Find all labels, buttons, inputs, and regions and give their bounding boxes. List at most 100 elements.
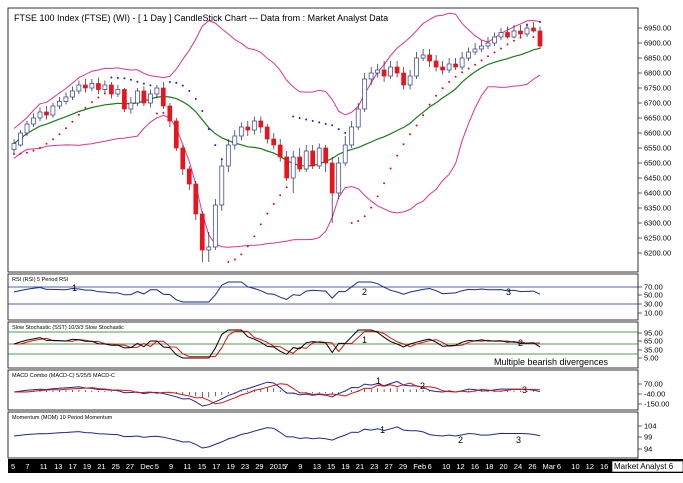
sar-dot bbox=[539, 21, 541, 23]
sar-dot bbox=[428, 103, 431, 106]
candle bbox=[212, 204, 218, 248]
rsi-annotation-1: 1 bbox=[72, 283, 77, 293]
sar-dot bbox=[246, 245, 249, 248]
price-series bbox=[11, 12, 543, 263]
axis-ticks: 6950.006900.006850.006800.006750.006700.… bbox=[11, 24, 671, 472]
momentum-annotation-1: 1 bbox=[380, 425, 385, 435]
chart-title: FTSE 100 Index (FTSE) (WI) - [ 1 Day ] C… bbox=[14, 13, 388, 23]
x-tick-label: 6 bbox=[428, 462, 432, 471]
sar-dot bbox=[58, 133, 61, 136]
macd-tick-label: -150.00 bbox=[644, 400, 669, 409]
candle bbox=[232, 135, 238, 146]
x-tick-label: 17 bbox=[69, 462, 77, 471]
x-tick-label: 12 bbox=[456, 462, 464, 471]
sar-dot bbox=[26, 151, 28, 154]
candle bbox=[459, 57, 465, 68]
sar-dot bbox=[454, 75, 457, 78]
sar-dot bbox=[266, 212, 269, 215]
candle bbox=[135, 90, 140, 104]
momentum-tick-label: 99 bbox=[644, 433, 652, 442]
candle bbox=[284, 156, 290, 179]
x-tick-label: 9 bbox=[169, 462, 173, 471]
x-tick-label: 5 bbox=[155, 462, 159, 471]
sar-dot bbox=[233, 258, 236, 261]
candle bbox=[180, 147, 186, 170]
x-tick-label: Dec bbox=[140, 462, 154, 471]
sar-dot bbox=[39, 146, 41, 149]
sar-dot bbox=[71, 120, 74, 123]
footer-text: Market Analyst 6 bbox=[614, 462, 674, 471]
sar-dot bbox=[402, 143, 405, 146]
candle bbox=[24, 123, 30, 134]
sar-dot bbox=[84, 106, 87, 109]
sar-dot bbox=[441, 87, 444, 90]
candle bbox=[31, 117, 36, 125]
x-tick-label: 23 bbox=[241, 462, 249, 471]
sar-dot bbox=[474, 63, 477, 66]
macd-label: MACD Combo (MACD-C) 5/25/5 MACD-C bbox=[12, 373, 115, 379]
rsi-line bbox=[13, 281, 541, 303]
sar-dot bbox=[331, 124, 334, 127]
candle bbox=[401, 72, 406, 86]
price-tick-label: 6300.00 bbox=[644, 219, 671, 228]
sar-dot bbox=[155, 112, 158, 115]
candle bbox=[524, 27, 530, 35]
candle bbox=[446, 63, 452, 71]
x-tick-label: 24 bbox=[514, 462, 522, 471]
stochastic-tick-label: 65.00 bbox=[644, 337, 663, 346]
x-axis-bar bbox=[8, 459, 683, 473]
sar-dot bbox=[292, 115, 295, 118]
rsi-label: RSI (RSI) 5 Period RSI bbox=[12, 277, 69, 283]
rsi-tick-label: 70.00 bbox=[644, 283, 663, 292]
sar-dot bbox=[487, 55, 489, 58]
price-tick-label: 6550.00 bbox=[644, 144, 671, 153]
x-tick-label: 7 bbox=[25, 462, 29, 471]
candle bbox=[336, 162, 342, 194]
x-tick-label: 29 bbox=[399, 462, 407, 471]
sar-dot bbox=[19, 152, 22, 155]
candle bbox=[225, 144, 231, 167]
x-tick-label: 13 bbox=[313, 462, 321, 471]
x-tick-label: 11 bbox=[40, 462, 48, 471]
sar-dot bbox=[493, 51, 496, 54]
sar-dot bbox=[97, 96, 100, 99]
candle bbox=[303, 150, 309, 170]
footer-box bbox=[611, 460, 683, 473]
sar-dot bbox=[272, 202, 275, 205]
sar-dot bbox=[435, 94, 438, 97]
sar-dot bbox=[149, 84, 152, 87]
x-tick-label: 15 bbox=[327, 462, 335, 471]
candle bbox=[453, 63, 458, 68]
x-tick-label: Feb bbox=[413, 462, 426, 471]
candle bbox=[362, 78, 368, 110]
macd-tick-label: 70.00 bbox=[644, 380, 663, 389]
x-tick-label: 16 bbox=[471, 462, 479, 471]
sar-dot bbox=[311, 120, 314, 122]
candle bbox=[277, 144, 283, 158]
candle bbox=[245, 126, 251, 131]
x-tick-label: 10 bbox=[442, 462, 450, 471]
sar-dot bbox=[461, 71, 464, 74]
sar-dot bbox=[409, 133, 412, 136]
candle bbox=[167, 105, 173, 122]
candle bbox=[76, 84, 82, 92]
sar-dot bbox=[103, 92, 106, 95]
x-tick-label: 2015 bbox=[270, 462, 287, 471]
sar-dot bbox=[65, 127, 67, 130]
x-tick-label: 18 bbox=[485, 462, 493, 471]
rsi-annotation-2: 2 bbox=[362, 287, 367, 297]
sar-dot bbox=[500, 47, 502, 50]
momentum-tick-label: 94 bbox=[644, 445, 652, 454]
momentum-tick-label: 104 bbox=[644, 422, 657, 431]
divergence-note: Multiple bearish divergences bbox=[494, 357, 609, 367]
x-tick-label: 20 bbox=[499, 462, 507, 471]
macd-annotation-3: 3 bbox=[522, 385, 527, 395]
sar-dot bbox=[181, 84, 184, 87]
candle bbox=[394, 66, 400, 74]
candle bbox=[427, 54, 432, 62]
sar-dot bbox=[90, 101, 93, 104]
rsi-annotation-3: 3 bbox=[506, 287, 511, 297]
x-tick-label: 13 bbox=[54, 462, 62, 471]
candle bbox=[368, 72, 374, 80]
candle bbox=[89, 83, 95, 89]
